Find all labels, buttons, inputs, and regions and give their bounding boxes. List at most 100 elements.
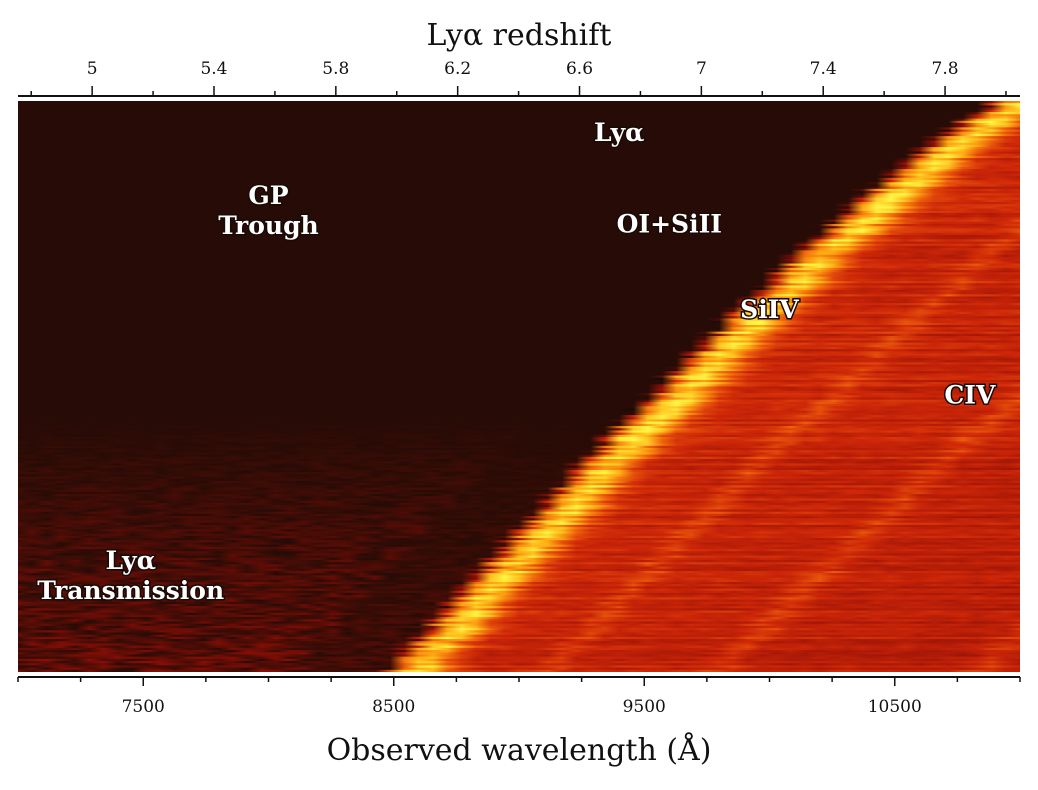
spectrum-row [18,610,1020,614]
top-tick-label: 6.2 [444,59,471,79]
spectrum-row [18,278,1020,282]
spectrum-row [18,524,1020,528]
spectrum-row [18,518,1020,522]
spectrum-row [18,511,1020,515]
spectrum-row [18,129,1020,133]
spectrum-row [18,270,1020,273]
spectrum-row [18,630,1020,634]
spectrum-row [18,364,1020,368]
spectrum-row [18,401,1020,405]
spectrum-row [18,182,1020,186]
spectrum-row [18,621,1020,625]
spectrum-row [18,639,1020,642]
spectrum-row [18,619,1020,623]
spectrum-row [18,252,1020,256]
spectrum-row [18,329,1020,333]
spectrum-row [18,303,1020,306]
spectrum-row [18,452,1020,456]
spectrum-row [18,173,1020,177]
spectrum-row [18,570,1020,574]
spectrum-row [18,478,1020,482]
spectrum-row [18,197,1020,201]
spectrum-row [18,456,1020,460]
spectrum-row [18,467,1020,471]
spectrum-row [18,164,1020,168]
spectrum-row [18,142,1020,146]
spectrum-row [18,136,1020,139]
spectrum-row [18,445,1020,449]
spectrum-row [18,669,1020,672]
spectrum-row [18,191,1020,194]
spectrum-row [18,579,1020,583]
top-tick-label: 7.8 [932,59,959,79]
spectrum-row [18,612,1020,616]
spectrum-row [18,661,1020,664]
spectrum-row [18,140,1020,144]
spectrum-row [18,469,1020,473]
spectrum-row [18,645,1020,649]
spectrum-row [18,243,1020,247]
spectrum-row [18,650,1020,653]
spectrum-row [18,513,1020,517]
spectrum-row [18,577,1020,581]
spectrum-row [18,322,1020,326]
spectrum-row [18,259,1020,262]
spectrum-row [18,601,1020,605]
spectrum-row [18,496,1020,500]
spectrum-row [18,105,1020,109]
spectrum-row [18,426,1020,429]
spectrum-row [18,393,1020,396]
spectrum-row [18,441,1020,445]
spectrum-row [18,127,1020,131]
spectrum-row [18,643,1020,647]
spectrum-row [18,144,1020,148]
spectrum-row [18,377,1020,381]
spectrum-row [18,399,1020,403]
spectrum-row [18,125,1020,128]
spectrum-row [18,331,1020,335]
spectrum-row [18,349,1020,352]
spectrum-row [18,658,1020,662]
spectrum-row [18,122,1020,126]
spectrum-row [18,285,1020,289]
spectrum-row [18,193,1020,197]
spectrum-row [18,599,1020,603]
spectrum-row [18,410,1020,414]
spectrum-row [18,384,1020,388]
spectrum-row [18,461,1020,464]
spectrum-row [18,608,1020,612]
spectrum-row [18,408,1020,412]
spectrum-row [18,531,1020,535]
spectrum-row [18,507,1020,511]
spectrum-row [18,267,1020,271]
spectrum-row [18,221,1020,225]
spectrum-row [18,606,1020,609]
spectrum-row [18,485,1020,489]
top-axis-ticks: 5 5.4 5.8 6.2 6.6 7 7.4 7.8 [30,59,1007,96]
spectrum-row [18,300,1020,304]
spectrum-row [18,169,1020,172]
spectrum-row [18,188,1020,192]
spectrum-row [18,568,1020,572]
spectrum-row [18,520,1020,524]
spectrum-row [18,432,1020,436]
spectrum-row [18,241,1020,245]
x-axis-title: Observed wavelength (Å) [327,732,712,768]
spectrum-row [18,226,1020,229]
spectrum-row [18,245,1020,249]
spectrum-row [18,281,1020,284]
spectrum-row [18,458,1020,462]
spectrum-row [18,390,1020,394]
spectrum-row [18,360,1020,363]
spectrum-row [18,509,1020,513]
spectrum-row [18,614,1020,618]
spectrum-row [18,357,1020,361]
spectrum-row [18,575,1020,579]
spectrum-row [18,311,1020,315]
spectrum-row [18,656,1020,660]
spectrum-row [18,500,1020,504]
spectrum-row [18,415,1020,418]
spectrum-row [18,667,1020,671]
spectrum-row [18,210,1020,214]
spectrum-row [18,546,1020,550]
